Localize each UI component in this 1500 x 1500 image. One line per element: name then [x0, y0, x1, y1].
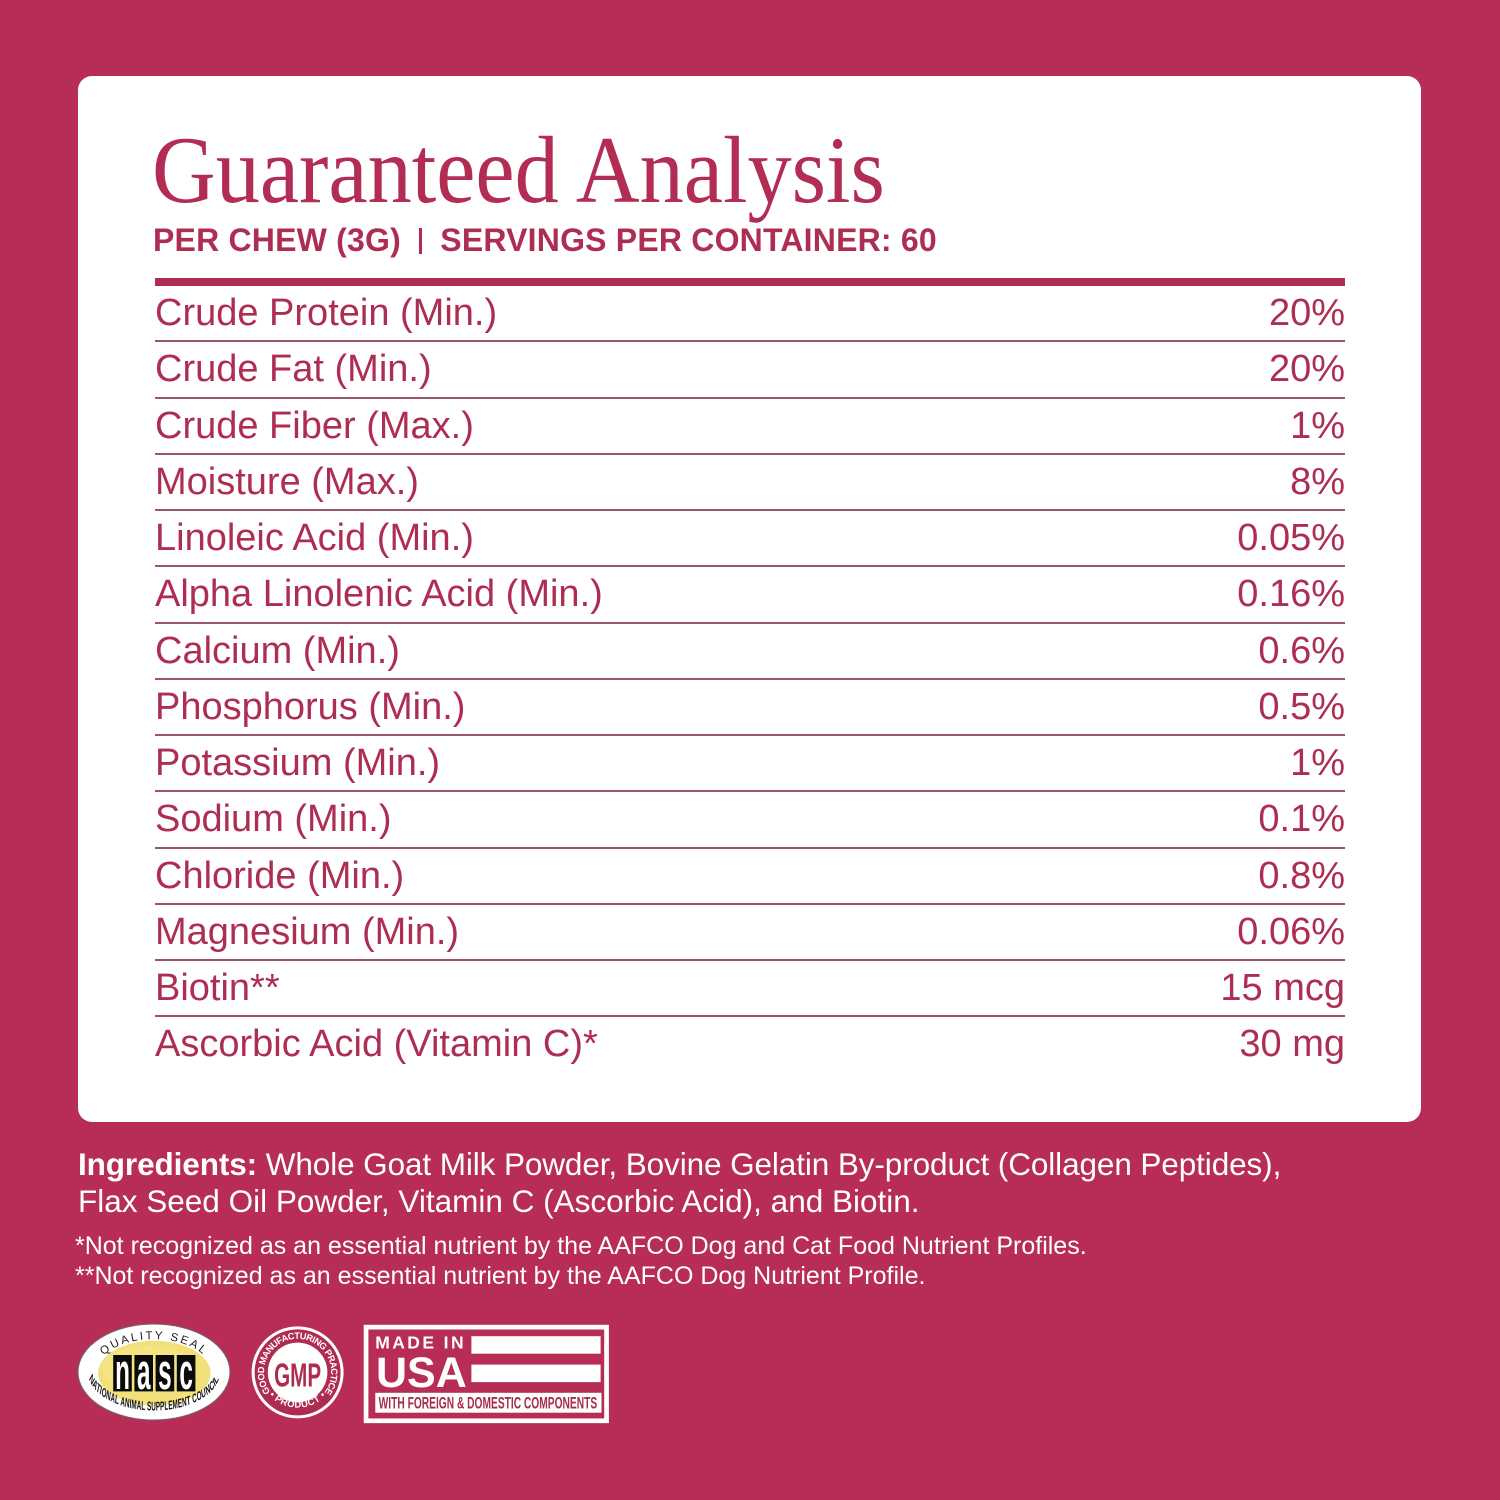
svg-text:c: c [179, 1343, 193, 1401]
svg-text:GMP: GMP [274, 1356, 321, 1393]
svg-text:n: n [115, 1343, 130, 1401]
svg-text:USA: USA [376, 1349, 467, 1397]
svg-text:s: s [158, 1343, 172, 1401]
svg-text:MADE IN: MADE IN [375, 1333, 466, 1353]
svg-text:a: a [137, 1343, 151, 1401]
svg-text:WITH FOREIGN & DOMESTIC COMPON: WITH FOREIGN & DOMESTIC COMPONENTS [379, 1393, 598, 1412]
